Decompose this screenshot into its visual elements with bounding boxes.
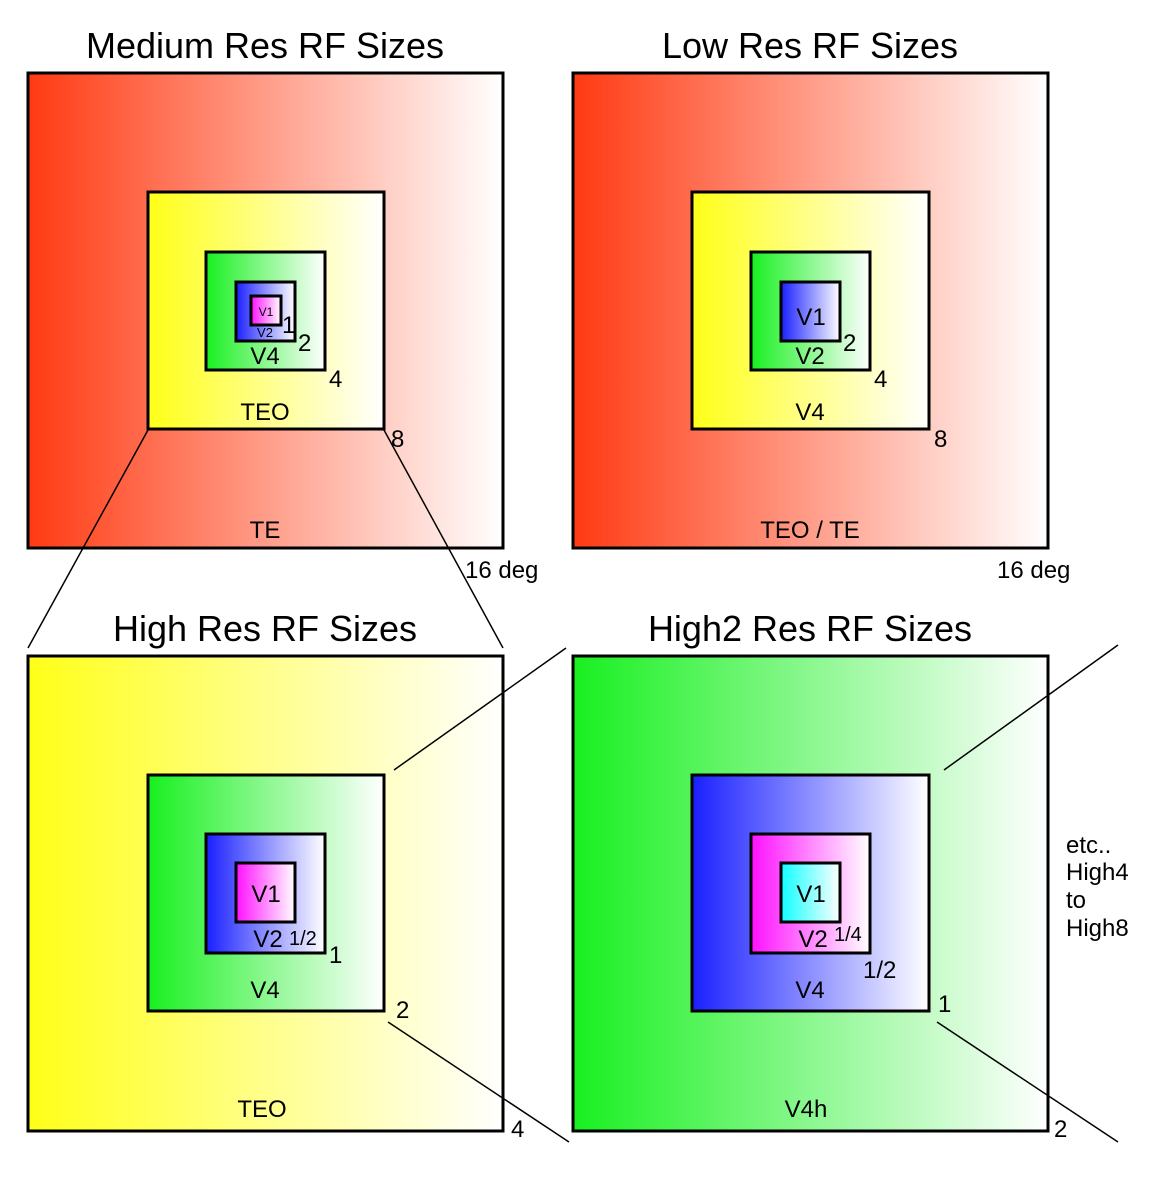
note-line: High4 bbox=[1066, 859, 1129, 886]
area-label-v4: V4 bbox=[250, 977, 279, 1004]
panel-title: High2 Res RF Sizes bbox=[648, 608, 972, 649]
rf-box-v2 bbox=[749, 250, 872, 372]
note-line: High8 bbox=[1066, 915, 1129, 942]
panel-medium-res: Medium Res RF Sizes TE TEO V4 V2 V1 16 d… bbox=[26, 25, 538, 584]
zoom-line-medium-left bbox=[27, 429, 149, 649]
area-label-v1: V1 bbox=[796, 304, 825, 331]
area-label-teo-te: TEO / TE bbox=[760, 517, 860, 544]
continuation-note: etc.. High4 to High8 bbox=[1066, 832, 1129, 942]
size-label-teo: 4 bbox=[511, 1116, 524, 1143]
panel-title: Medium Res RF Sizes bbox=[86, 25, 444, 66]
size-label-v2: 4 bbox=[874, 366, 887, 393]
size-label-v1: 1 bbox=[282, 312, 295, 339]
size-label-te: 16 deg bbox=[465, 557, 538, 584]
area-label-v4: V4 bbox=[250, 343, 279, 370]
area-label-teo: TEO bbox=[240, 399, 289, 426]
size-label-v4h: 2 bbox=[1054, 1116, 1067, 1143]
area-label-v2: V2 bbox=[253, 926, 282, 953]
zoom-line-high-top bbox=[393, 647, 567, 771]
size-label-v2: 1 bbox=[329, 942, 342, 969]
panel-high2-res: High2 Res RF Sizes V4h V4 V2 V1 2 1 1/2 … bbox=[571, 608, 1067, 1143]
panel-low-res: Low Res RF Sizes TEO / TE V4 V2 V1 16 de… bbox=[571, 25, 1070, 584]
note-line: to bbox=[1066, 887, 1086, 914]
size-label-v4: 2 bbox=[396, 997, 409, 1024]
area-label-teo: TEO bbox=[237, 1096, 286, 1123]
panel-title: Low Res RF Sizes bbox=[662, 25, 958, 66]
area-label-v4h: V4h bbox=[785, 1096, 828, 1123]
rf-box-v1 bbox=[779, 280, 842, 343]
panel-title: High Res RF Sizes bbox=[113, 608, 417, 649]
area-label-v2: V2 bbox=[798, 926, 827, 953]
zoom-line-high-bottom bbox=[387, 1021, 570, 1143]
area-label-v1: V1 bbox=[251, 881, 280, 908]
zoom-line-high2-bottom bbox=[936, 1021, 1119, 1143]
size-label-teo: 8 bbox=[391, 426, 404, 453]
zoom-line-high2-top bbox=[943, 644, 1119, 771]
area-label-v4: V4 bbox=[795, 399, 824, 426]
area-label-v1: V1 bbox=[259, 305, 274, 319]
size-label-v2: 1/2 bbox=[863, 957, 896, 984]
area-label-te: TE bbox=[250, 517, 281, 544]
panel-high-res: High Res RF Sizes TEO V4 V2 V1 4 2 1 1/2 bbox=[26, 608, 524, 1143]
rf-box-v1 bbox=[249, 294, 283, 327]
size-label-v4: 1 bbox=[938, 991, 951, 1018]
area-label-v1: V1 bbox=[796, 881, 825, 908]
size-label-v1: 1/2 bbox=[289, 928, 317, 950]
size-label-v4: 4 bbox=[329, 366, 342, 393]
rf-box-v1 bbox=[779, 861, 842, 924]
size-label-teo-te: 16 deg bbox=[997, 557, 1070, 584]
size-label-v2: 2 bbox=[298, 330, 311, 357]
size-label-v1: 2 bbox=[843, 330, 856, 357]
size-label-v1: 1/4 bbox=[834, 924, 862, 946]
zoom-connectors bbox=[27, 429, 1119, 1143]
size-label-v4: 8 bbox=[934, 426, 947, 453]
area-label-v2: V2 bbox=[257, 325, 273, 340]
rf-box-v1 bbox=[234, 861, 297, 924]
area-label-v4: V4 bbox=[795, 977, 824, 1004]
note-line: etc.. bbox=[1066, 832, 1111, 859]
area-label-v2: V2 bbox=[795, 343, 824, 370]
zoom-line-medium-right bbox=[383, 429, 504, 649]
